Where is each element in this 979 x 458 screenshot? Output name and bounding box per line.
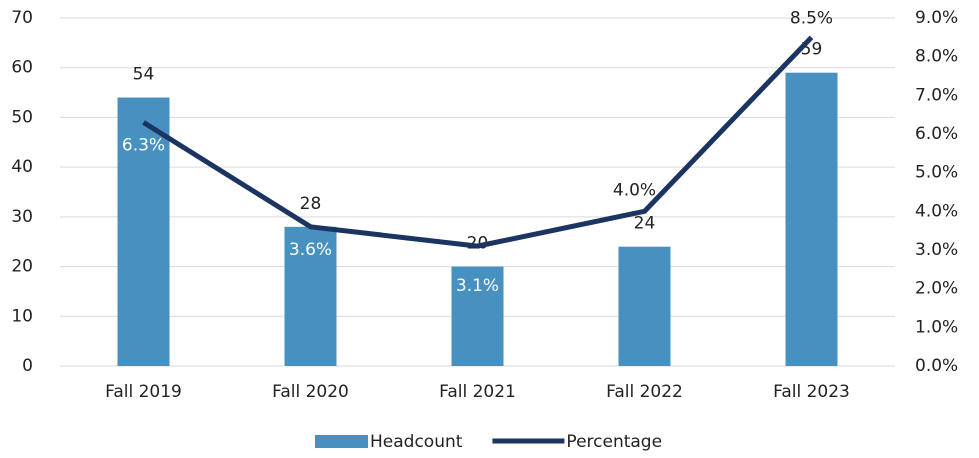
line-value-label: 6.3%	[122, 135, 165, 155]
x-tick-label: Fall 2019	[105, 382, 182, 402]
y2-tick-label: 7.0%	[915, 85, 958, 105]
line-value-label: 3.6%	[289, 240, 332, 260]
x-tick-label: Fall 2020	[272, 382, 349, 402]
bar-value-label: 54	[133, 65, 155, 85]
y2-tick-label: 2.0%	[915, 279, 958, 299]
line-value-label: 4.0%	[613, 180, 656, 200]
y-tick-label: 10	[11, 306, 33, 326]
x-tick-label: Fall 2021	[439, 382, 516, 402]
y-tick-label: 40	[11, 157, 33, 177]
legend-swatch	[315, 435, 368, 448]
y2-tick-label: 1.0%	[915, 317, 958, 337]
legend-label: Headcount	[370, 432, 463, 452]
line	[142, 35, 814, 249]
bar	[618, 246, 671, 366]
y-tick-label: 60	[11, 58, 33, 78]
y2-tick-label: 3.0%	[915, 240, 958, 260]
y2-tick-label: 4.0%	[915, 201, 958, 221]
x-tick-label: Fall 2022	[606, 382, 683, 402]
bar-value-label: 24	[634, 214, 656, 234]
line-value-label: 8.5%	[790, 8, 833, 28]
y-tick-label: 20	[11, 257, 33, 277]
bar-value-label: 20	[467, 234, 489, 254]
y2-tick-label: 0.0%	[915, 356, 958, 376]
y-tick-label: 70	[11, 8, 33, 28]
bar	[451, 266, 504, 366]
legend-label: Percentage	[566, 432, 662, 452]
bar	[284, 226, 337, 366]
line-value-label: 3.1%	[456, 276, 499, 296]
bar	[785, 72, 838, 366]
x-tick-label: Fall 2023	[773, 382, 850, 402]
y-tick-label: 0	[22, 356, 33, 376]
y-tick-label: 30	[11, 207, 33, 227]
y2-tick-label: 5.0%	[915, 163, 958, 183]
y-tick-label: 50	[11, 107, 33, 127]
bar-value-label: 28	[300, 194, 322, 214]
bar	[117, 97, 170, 367]
y2-tick-label: 6.0%	[915, 124, 958, 144]
y2-tick-label: 9.0%	[915, 8, 958, 28]
y2-tick-label: 8.0%	[915, 47, 958, 67]
